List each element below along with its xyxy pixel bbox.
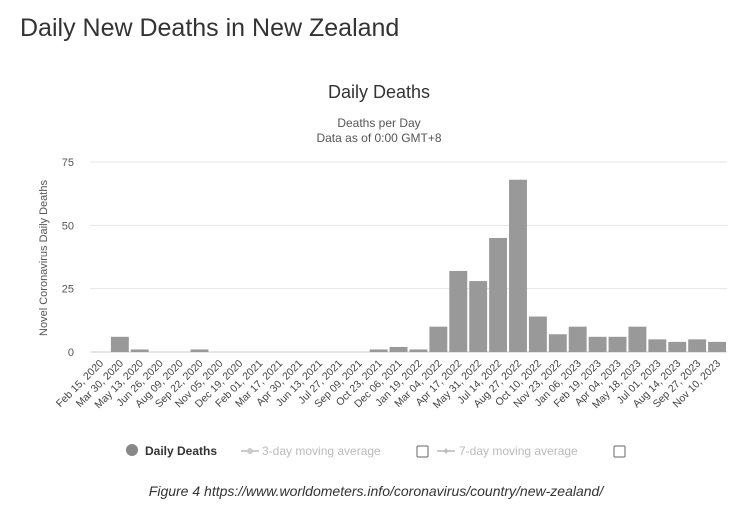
bar[interactable] [528,316,547,352]
y-axis-title: Novel Coronavirus Daily Deaths [38,180,50,336]
bar[interactable] [548,334,567,352]
legend: Daily Deaths 3-day moving average ✦ 7-da… [126,444,626,458]
bar[interactable] [588,336,607,352]
checkbox-3day-average[interactable] [416,445,429,458]
legend-label-daily-deaths: Daily Deaths [145,444,217,458]
bar[interactable] [648,339,667,352]
bar[interactable] [389,346,408,352]
legend-marker-3day [247,448,253,454]
bar[interactable] [708,341,726,352]
legend-item-daily-deaths[interactable]: Daily Deaths [126,444,217,458]
checkbox-7day-average[interactable] [613,445,626,458]
daily-deaths-chart: Daily Deaths Deaths per Day Data as of 0… [38,82,727,458]
chart-subtitle-line1: Deaths per Day [337,116,420,130]
legend-marker-7day: ✦ [441,446,450,458]
legend-marker-daily-deaths [126,444,138,456]
y-tick-label: 0 [68,347,74,359]
bar[interactable] [608,336,627,352]
legend-item-7day-average[interactable]: ✦ 7-day moving average [437,444,578,458]
bar[interactable] [568,326,587,352]
y-tick-label: 50 [62,220,74,232]
bar[interactable] [688,339,707,352]
bar[interactable] [110,336,129,352]
y-tick-label: 75 [62,157,74,169]
bar[interactable] [509,179,527,352]
bar[interactable] [469,281,488,352]
bar[interactable] [449,270,468,352]
legend-label-3day-average: 3-day moving average [262,444,381,458]
bar[interactable] [369,349,388,352]
bar[interactable] [628,326,647,352]
bar[interactable] [409,349,428,352]
page-heading: Daily New Deaths in New Zealand [20,14,400,42]
legend-label-7day-average: 7-day moving average [459,444,578,458]
bar[interactable] [668,341,687,352]
bar[interactable] [489,238,508,352]
chart-subtitle-line2: Data as of 0:00 GMT+8 [316,131,441,145]
bar[interactable] [429,326,448,352]
y-tick-label: 25 [62,284,74,296]
bar[interactable] [130,349,149,352]
figure-caption: Figure 4 https://www.worldometers.info/c… [148,483,604,499]
bar[interactable] [190,349,209,352]
chart-title: Daily Deaths [328,82,430,102]
legend-item-3day-average[interactable]: 3-day moving average [241,444,381,458]
